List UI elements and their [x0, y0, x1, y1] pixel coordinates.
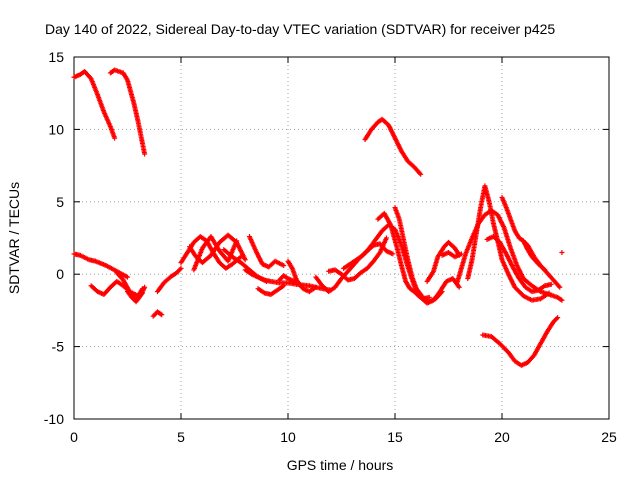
- series-arc-p: [285, 258, 319, 295]
- data-point: [542, 267, 548, 273]
- series-arc-ab: [484, 234, 554, 295]
- series-arc-ae: [520, 238, 548, 273]
- series-arc-b: [107, 67, 148, 157]
- data-point: [112, 135, 118, 141]
- data-point: [546, 290, 552, 296]
- data-point: [559, 249, 565, 255]
- data-point: [557, 284, 563, 290]
- series-arc-q: [276, 273, 304, 289]
- x-tick-label: 5: [177, 429, 185, 445]
- series-arc-m: [246, 234, 287, 270]
- data-point: [242, 257, 248, 263]
- data-point: [559, 297, 565, 303]
- y-tick-label: 10: [48, 121, 64, 137]
- data-point: [390, 251, 396, 257]
- data-point: [555, 315, 561, 321]
- data-point: [458, 251, 464, 257]
- y-axis: 15 10 5 0 -5 -10: [44, 49, 609, 427]
- grid-layer: [74, 57, 609, 419]
- data-point: [125, 274, 130, 280]
- data-point: [439, 289, 445, 295]
- series-arc-v: [375, 210, 432, 302]
- series-arc-f: [125, 284, 148, 305]
- series-arc-w: [392, 205, 445, 305]
- data-point: [418, 171, 424, 177]
- data-point: [548, 281, 554, 287]
- x-tick-label: 25: [601, 429, 617, 445]
- series-arc-af: [559, 249, 565, 255]
- data-point: [142, 284, 148, 290]
- data-point: [438, 290, 444, 296]
- x-tick-label: 0: [70, 429, 78, 445]
- series-arc-s: [326, 235, 389, 283]
- series-arc-z: [454, 207, 565, 303]
- data-point: [456, 284, 462, 290]
- y-tick-label: -5: [52, 339, 65, 355]
- series-arc-u: [362, 116, 424, 177]
- data-point: [159, 312, 165, 318]
- data-point: [313, 284, 319, 290]
- x-tick-label: 10: [280, 429, 296, 445]
- data-point: [281, 263, 287, 269]
- data-point: [281, 283, 287, 289]
- chart-title: Day 140 of 2022, Sidereal Day-to-day VTE…: [45, 21, 555, 37]
- series-arc-c: [71, 251, 130, 280]
- series-arc-g: [150, 309, 165, 319]
- y-tick-label: 15: [48, 49, 64, 65]
- x-tick-label: 20: [494, 429, 510, 445]
- series-arc-d: [88, 278, 145, 299]
- plot-frame: [73, 56, 610, 420]
- series-arc-x: [424, 239, 462, 284]
- data-point: [298, 283, 304, 289]
- data-point: [417, 170, 423, 176]
- y-tick-label: -10: [44, 411, 64, 427]
- y-axis-label: SDTVAR / TECUs: [6, 182, 22, 294]
- data-point: [234, 238, 240, 244]
- data-point: [426, 294, 432, 300]
- data-point: [383, 235, 389, 241]
- data-point: [556, 283, 562, 289]
- data-marks: [71, 67, 565, 368]
- x-tick-label: 15: [387, 429, 403, 445]
- x-axis-label: GPS time / hours: [287, 457, 394, 473]
- series-arc-h: [154, 265, 184, 295]
- series-arc-a: [71, 68, 118, 141]
- x-axis: 0 5 10 15 20 25: [70, 57, 617, 445]
- series-arc-y: [439, 249, 464, 260]
- y-tick-label: 0: [56, 266, 64, 282]
- y-tick-label: 5: [56, 194, 64, 210]
- data-point: [178, 265, 184, 271]
- series-arc-o: [255, 283, 287, 297]
- data-point: [142, 151, 148, 157]
- series-arc-ad: [480, 315, 561, 368]
